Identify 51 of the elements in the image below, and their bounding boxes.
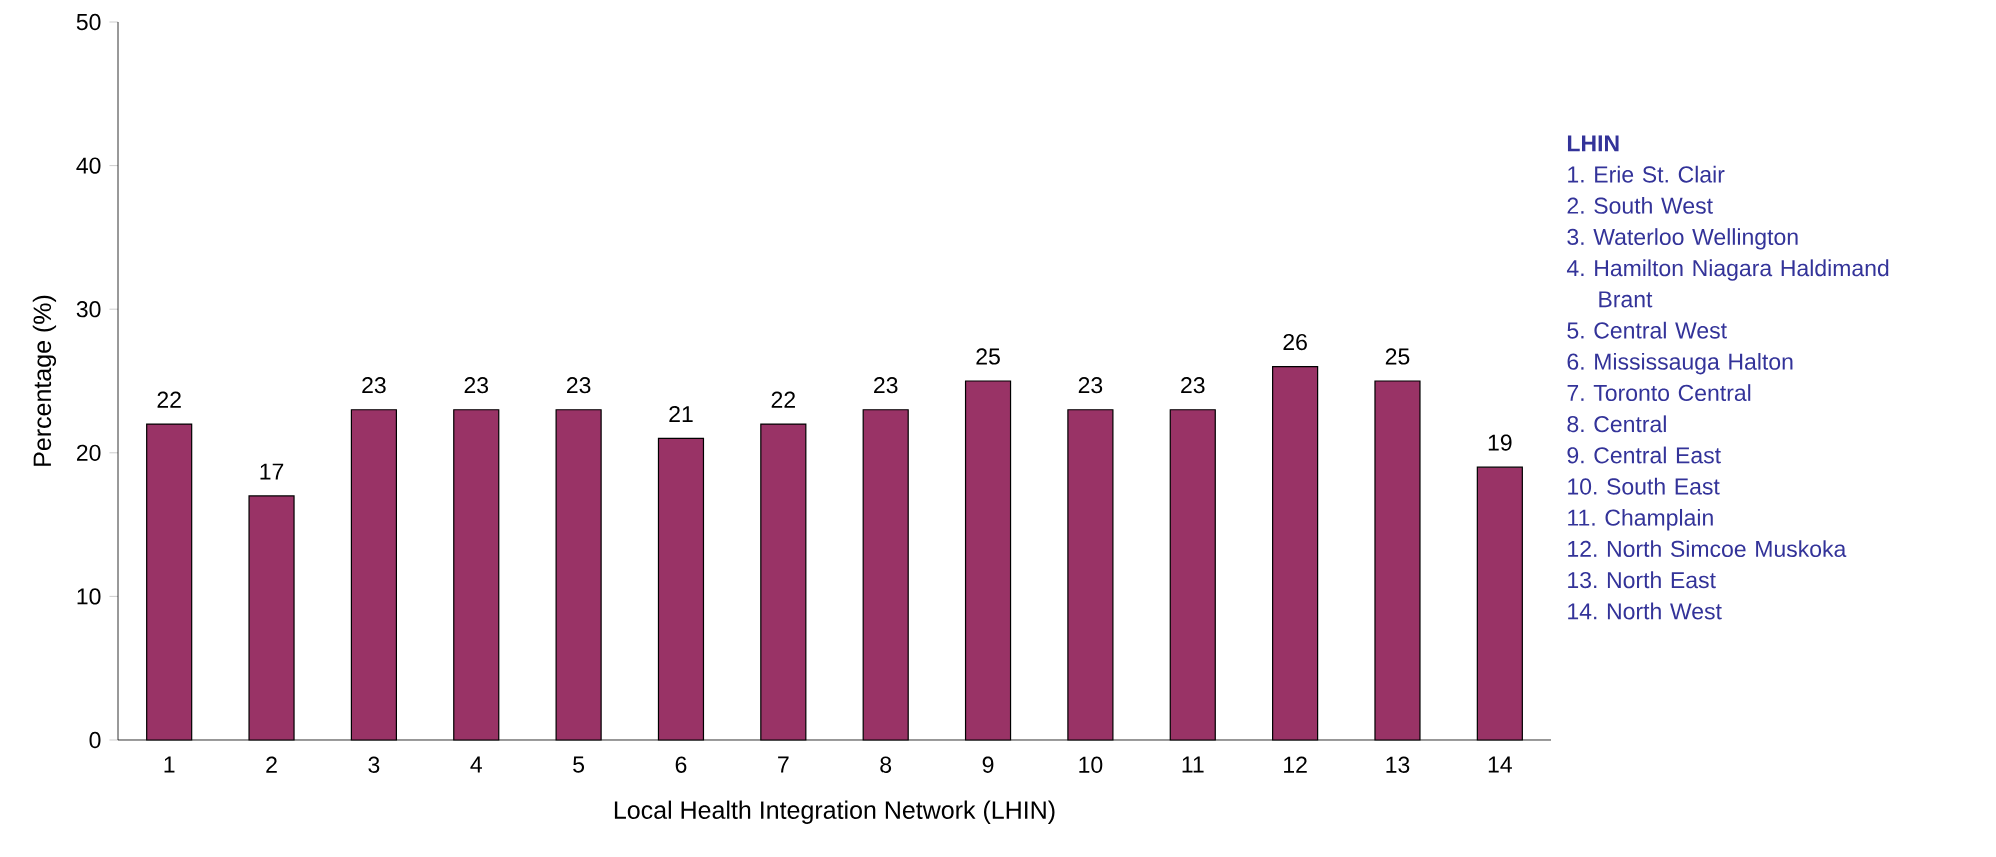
x-tick-label: 8 <box>880 756 892 773</box>
text: LHIN <box>1567 135 1619 152</box>
text: 4. Hamilton Niagara Haldimand Brant <box>1566 259 1889 308</box>
x-tick-label: 14 <box>1488 756 1512 773</box>
y-tick-label: 20 <box>76 444 101 461</box>
x-tick-label: 2 <box>266 756 277 773</box>
x-tick-label: 10 <box>1079 756 1103 773</box>
y-tick-label: 30 <box>76 301 101 318</box>
data-label: 23 <box>362 377 386 394</box>
text: 7. Toronto Central <box>1567 384 1751 402</box>
data-label: 25 <box>1385 348 1410 365</box>
data-label: 25 <box>976 348 1000 365</box>
data-label: 17 <box>260 463 284 480</box>
data-label: 21 <box>669 405 693 423</box>
text: 11. Champlain <box>1568 508 1713 531</box>
data-label: 23 <box>566 377 591 394</box>
x-tick-label: 6 <box>675 756 687 773</box>
text: 1. Erie St. Clair <box>1568 165 1725 183</box>
y-tick-label: 50 <box>76 13 101 31</box>
x-tick-label: 9 <box>982 756 994 773</box>
text: 10. South East <box>1568 477 1720 495</box>
text: 3. Waterloo Wellington <box>1567 228 1798 250</box>
text: 8. Central <box>1567 415 1666 433</box>
x-tick-label: 12 <box>1284 756 1307 773</box>
data-label: 23 <box>464 377 489 394</box>
data-label: 22 <box>157 391 181 408</box>
data-label: 26 <box>1283 333 1307 351</box>
x-tick-label: 3 <box>368 756 380 773</box>
y-tick-label: 0 <box>89 731 101 749</box>
y-tick-label: 10 <box>77 588 101 605</box>
text: 5. Central West <box>1567 321 1727 339</box>
x-tick-label: 11 <box>1182 756 1204 773</box>
text: 9. Central East <box>1567 446 1721 464</box>
text: 2. South West <box>1567 196 1713 214</box>
data-label: 23 <box>1181 377 1205 394</box>
x-tick-label: 4 <box>470 756 482 773</box>
data-label: 23 <box>874 377 898 394</box>
x-tick-label: 7 <box>778 756 789 773</box>
text: 6. Mississauga Halton <box>1567 352 1793 375</box>
y-axis-title: Percentage (%) <box>32 295 57 466</box>
text: 13. North East <box>1568 571 1716 589</box>
text: 12. North Simcoe Muskoka <box>1568 540 1847 558</box>
text: 14. North West <box>1568 602 1722 620</box>
data-label: 19 <box>1488 434 1512 451</box>
y-tick-label: 40 <box>76 157 101 174</box>
x-axis-title: Local Health Integration Network (LHIN) <box>614 800 1055 824</box>
data-label: 22 <box>771 391 795 408</box>
data-label: 23 <box>1078 377 1103 394</box>
x-tick-label: 5 <box>573 756 585 773</box>
x-tick-label: 1 <box>164 756 175 773</box>
x-tick-label: 13 <box>1386 756 1410 773</box>
